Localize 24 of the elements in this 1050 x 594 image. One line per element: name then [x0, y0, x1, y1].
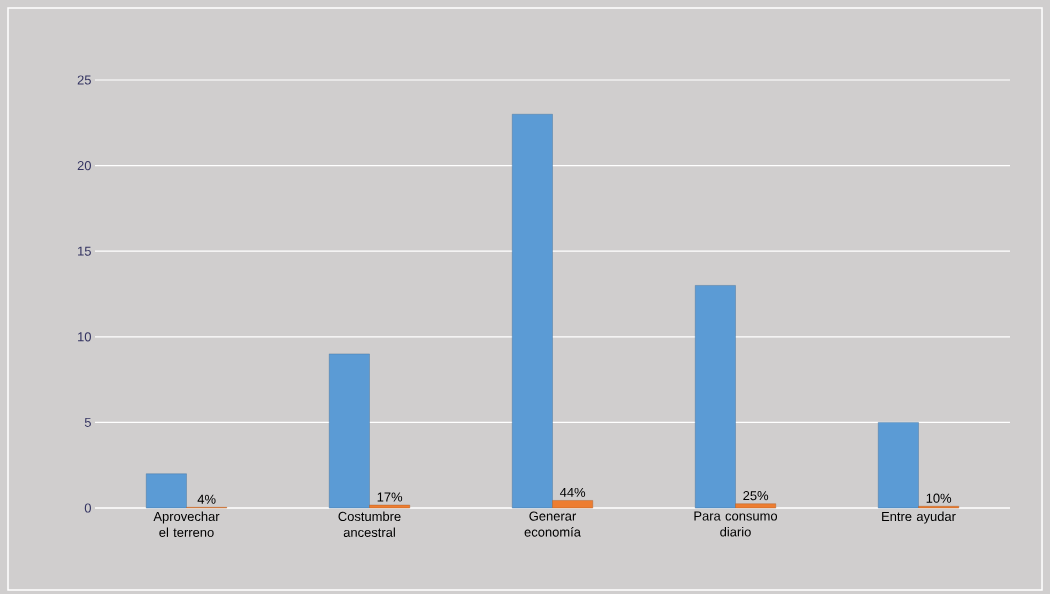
y-tick-label: 25 [77, 75, 91, 85]
bar [329, 353, 370, 509]
x-tick-label: Costumbre ancestral [338, 511, 401, 537]
data-label: 17% [377, 492, 403, 502]
x-tick-label: Generar economía [524, 511, 581, 537]
x-tick-label: Aprovechar el terreno [153, 511, 220, 537]
data-label: 10% [926, 493, 952, 503]
y-tick-label: 0 [84, 503, 91, 513]
y-tick-label: 20 [77, 161, 91, 171]
bar [146, 473, 187, 509]
y-tick-label: 10 [78, 332, 91, 342]
bar [369, 504, 410, 509]
y-tick-label: 15 [78, 246, 91, 256]
bar [512, 114, 553, 509]
bar [878, 422, 919, 509]
bar [552, 500, 593, 509]
data-label: 25% [743, 491, 769, 501]
bar [735, 503, 776, 509]
bar [695, 285, 736, 509]
data-label: 44% [559, 487, 586, 497]
data-label: 4% [197, 494, 216, 504]
y-tick-label: 5 [84, 417, 91, 427]
x-tick-label: Entre ayudar [882, 511, 956, 524]
x-tick-label: Para consumo diario [694, 511, 778, 537]
